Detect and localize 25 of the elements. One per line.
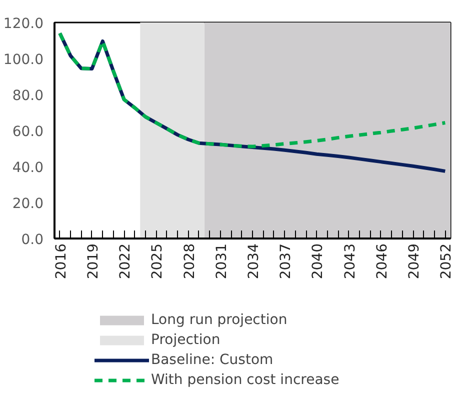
x-tick-label: 2022 xyxy=(118,243,134,280)
x-tick-label: 2031 xyxy=(214,243,230,280)
x-tick-label: 2043 xyxy=(342,243,358,280)
line-series xyxy=(58,32,447,148)
x-tick-label: 2034 xyxy=(246,243,262,280)
y-tick-label: 100.0 xyxy=(3,52,44,68)
x-tick-label: 2037 xyxy=(278,243,294,280)
y-tick-label: 20.0 xyxy=(12,196,44,212)
y-tick-label: 120.0 xyxy=(3,16,44,32)
x-tick-label: 2052 xyxy=(438,243,455,280)
y-tick-label: 80.0 xyxy=(12,88,44,104)
x-tick-label: 2025 xyxy=(150,243,166,280)
legend-label: Projection xyxy=(151,332,220,348)
y-tick-label: 40.0 xyxy=(12,160,44,176)
x-tick-label: 2049 xyxy=(406,243,423,280)
legend-label: With pension cost increase xyxy=(151,372,340,388)
legend-label: Long run projection xyxy=(151,312,288,328)
y-tick-label: 0.0 xyxy=(21,232,44,248)
x-tick-label: 2028 xyxy=(182,243,198,280)
x-tick-label: 2040 xyxy=(310,243,326,280)
x-tick-label: 2046 xyxy=(374,243,390,280)
legend-label: Baseline: Custom xyxy=(151,352,274,368)
y-tick-label: 60.0 xyxy=(12,124,44,140)
x-tick-label: 2019 xyxy=(85,243,102,280)
x-tick-label: 2016 xyxy=(53,243,70,280)
